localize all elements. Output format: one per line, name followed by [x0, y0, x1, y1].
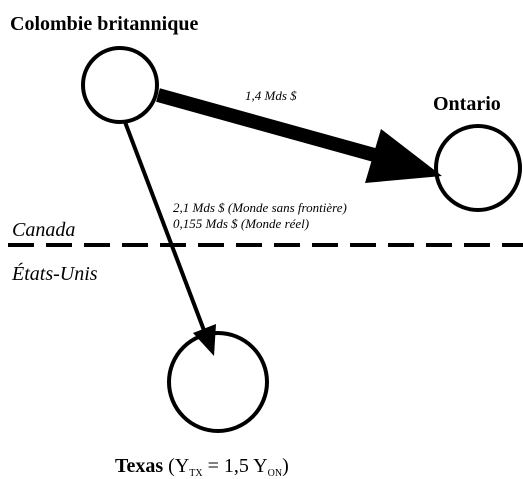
edge-label: 0,155 Mds $ (Monde réel) — [173, 216, 309, 231]
border-label: Canada — [12, 219, 75, 241]
node-circle — [81, 46, 159, 124]
node-name: Texas — [115, 455, 163, 477]
arrow-head — [365, 129, 442, 183]
edge-label: 2,1 Mds $ (Monde sans frontière) — [173, 200, 347, 215]
arrow-head — [193, 324, 216, 356]
node-label: Colombie britannique — [10, 13, 198, 35]
subscript: ON — [268, 468, 282, 479]
node-circle — [434, 124, 522, 212]
node-circle — [167, 331, 269, 433]
arrow-shaft — [123, 121, 207, 334]
arrow-shaft — [156, 88, 387, 165]
border-label: États-Unis — [11, 262, 98, 285]
node-label: Ontario — [433, 93, 501, 115]
formula: = 1,5 Y — [203, 455, 268, 477]
edge-label: 1,4 Mds $ — [245, 88, 297, 103]
subscript: TX — [189, 468, 203, 479]
node-label: Texas (YTX = 1,5 YON) — [115, 455, 289, 479]
formula: ) — [282, 455, 289, 477]
formula: (Y — [168, 455, 189, 477]
